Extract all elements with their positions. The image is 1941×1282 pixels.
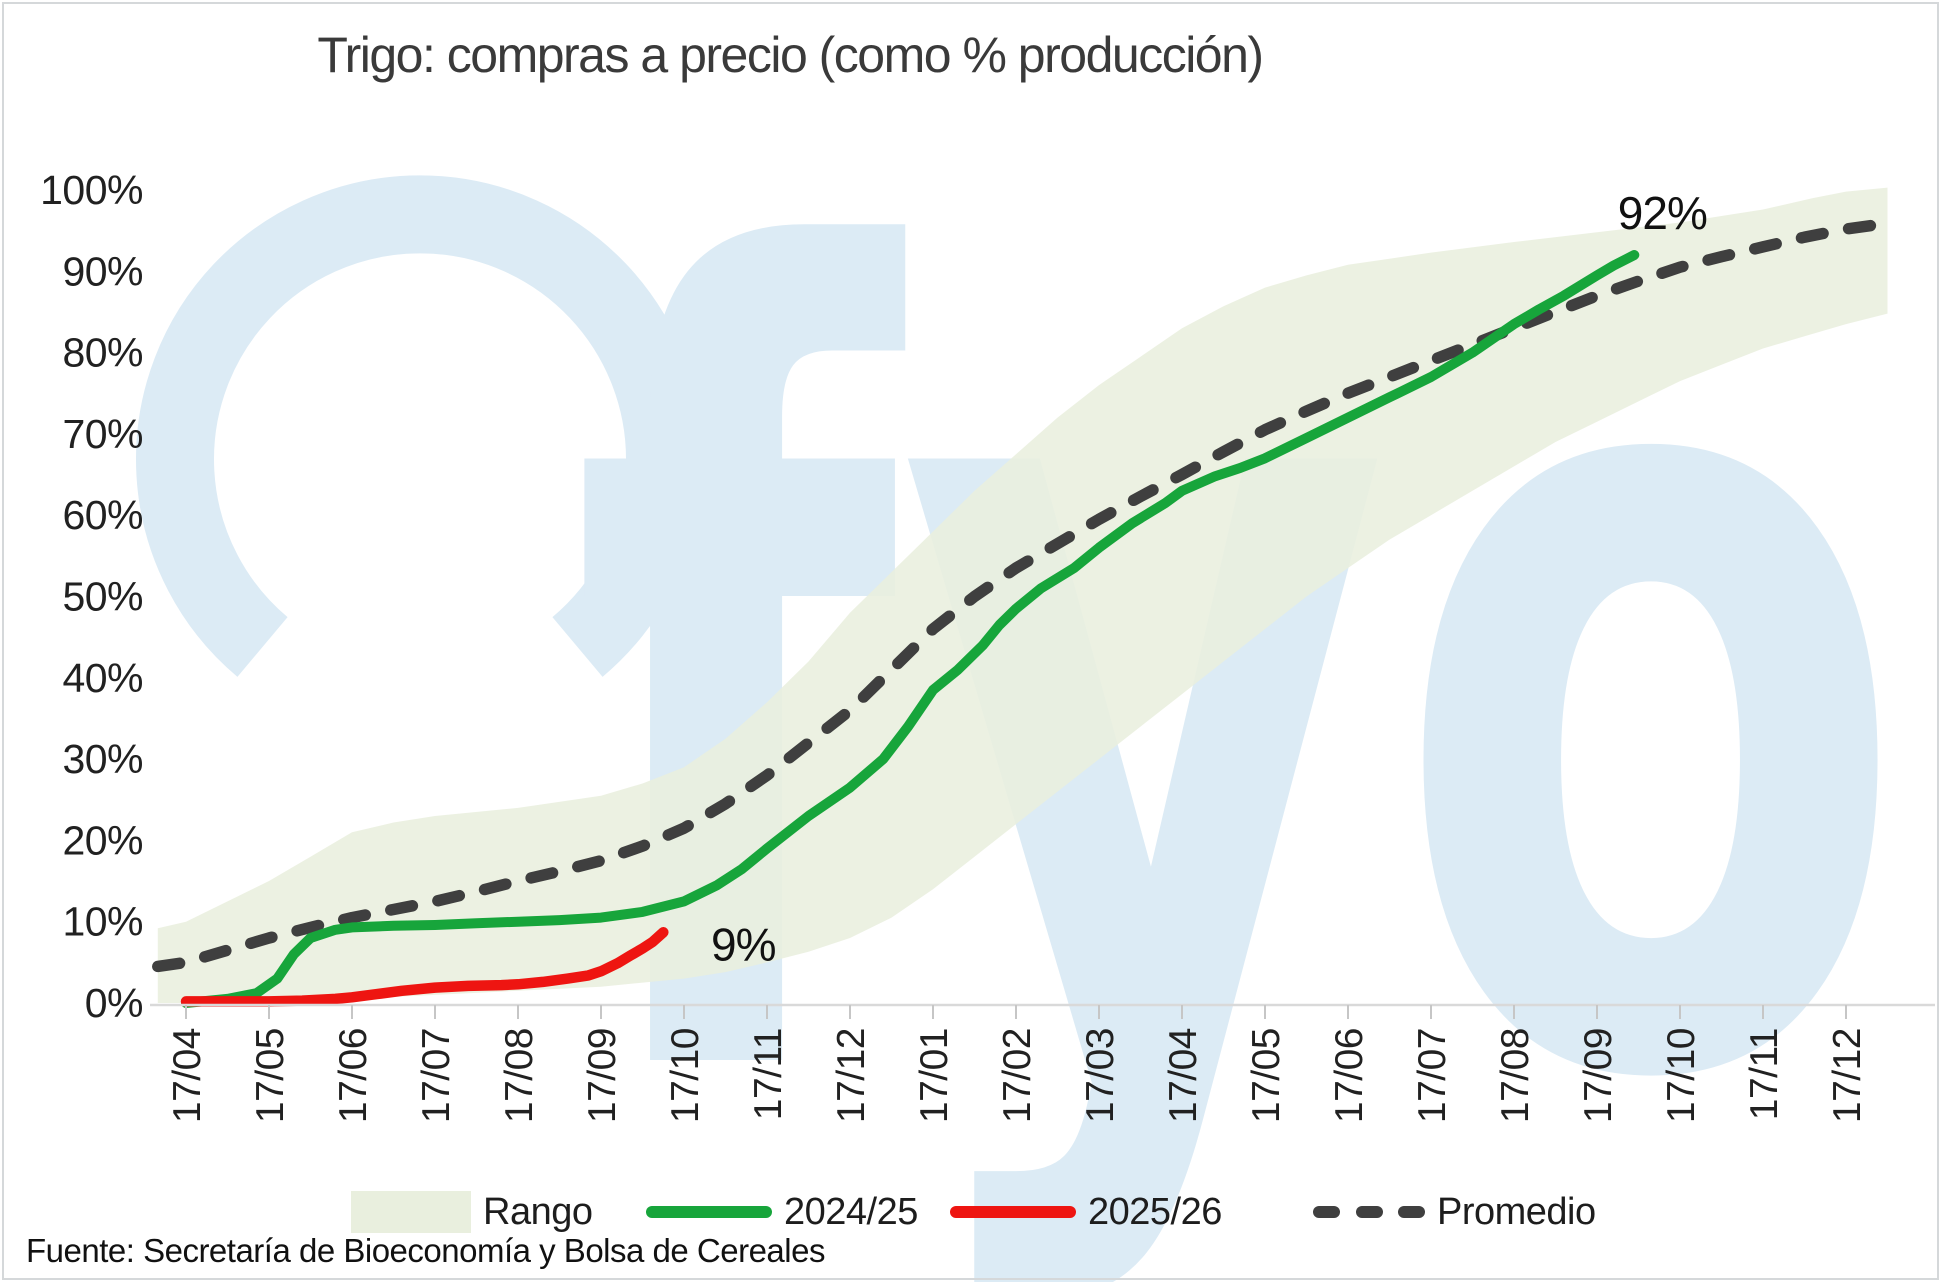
- y-axis-label: 0%: [85, 980, 143, 1026]
- y-axis-label: 70%: [62, 411, 143, 457]
- x-axis-label: 17/10: [1660, 1028, 1703, 1123]
- y-axis-label: 80%: [62, 330, 143, 376]
- x-axis-label: 17/12: [830, 1028, 873, 1123]
- x-axis-label: 17/08: [1494, 1028, 1537, 1123]
- x-axis-label: 17/06: [332, 1028, 375, 1123]
- legend-swatch-icon: [950, 1206, 1076, 1218]
- legend-label: Promedio: [1437, 1190, 1596, 1233]
- x-axis-label: 17/06: [1328, 1028, 1371, 1123]
- y-axis-label: 100%: [40, 167, 143, 213]
- x-axis-label: 17/11: [747, 1028, 790, 1120]
- y-axis-label: 50%: [62, 574, 143, 620]
- promedio-line: [152, 217, 1894, 973]
- chart-title: Trigo: compras a precio (como % producci…: [317, 27, 1264, 83]
- fyo-watermark-swoosh-icon: [136, 175, 704, 677]
- legend-item-2025-26: 2025/26: [950, 1186, 1222, 1238]
- y-axis-label: 30%: [62, 736, 143, 782]
- data-label-annotation: 92%: [1618, 187, 1707, 239]
- x-axis-label: 17/04: [166, 1028, 209, 1123]
- x-axis-label: 17/01: [913, 1028, 956, 1123]
- series-2025-26-line: [180, 927, 669, 1007]
- legend-item-2024-25: 2024/25: [646, 1186, 918, 1238]
- y-axis-label: 20%: [62, 817, 143, 863]
- x-axis-label: 17/12: [1826, 1028, 1869, 1123]
- y-axis-label: 90%: [62, 248, 143, 294]
- data-label-annotation: 9%: [711, 918, 776, 970]
- x-axis-label: 17/10: [664, 1028, 707, 1123]
- x-axis-label: 17/07: [1411, 1028, 1454, 1123]
- source-note: Fuente: Secretaría de Bioeconomía y Bols…: [26, 1232, 825, 1269]
- y-axis-label: 60%: [62, 492, 143, 538]
- x-axis-label: 17/07: [415, 1028, 458, 1123]
- legend-label: 2025/26: [1088, 1190, 1222, 1233]
- legend-item-rango: Rango: [351, 1186, 593, 1238]
- x-axis-label: 17/02: [996, 1028, 1039, 1123]
- x-axis-label: 17/04: [1162, 1028, 1205, 1123]
- legend-swatch-icon: [1313, 1206, 1425, 1218]
- legend-item-promedio: Promedio: [1313, 1186, 1596, 1238]
- legend-label: 2024/25: [784, 1190, 918, 1233]
- x-axis-label: 17/05: [1245, 1028, 1288, 1123]
- x-axis-label: 17/03: [1079, 1028, 1122, 1123]
- x-axis-label: 17/08: [498, 1028, 541, 1123]
- series-2024-25-line: [181, 250, 1640, 1008]
- legend-swatch-icon: [646, 1206, 772, 1218]
- x-axis-label: 17/05: [249, 1028, 292, 1123]
- y-axis-label: 10%: [62, 899, 143, 945]
- x-axis-label: 17/09: [581, 1028, 624, 1123]
- legend-swatch-icon: [351, 1191, 471, 1233]
- rango-band: [157, 187, 1888, 1004]
- x-axis-label: 17/11: [1743, 1028, 1786, 1120]
- legend-label: Rango: [483, 1190, 593, 1233]
- y-axis-label: 40%: [62, 655, 143, 701]
- x-axis-label: 17/09: [1577, 1028, 1620, 1123]
